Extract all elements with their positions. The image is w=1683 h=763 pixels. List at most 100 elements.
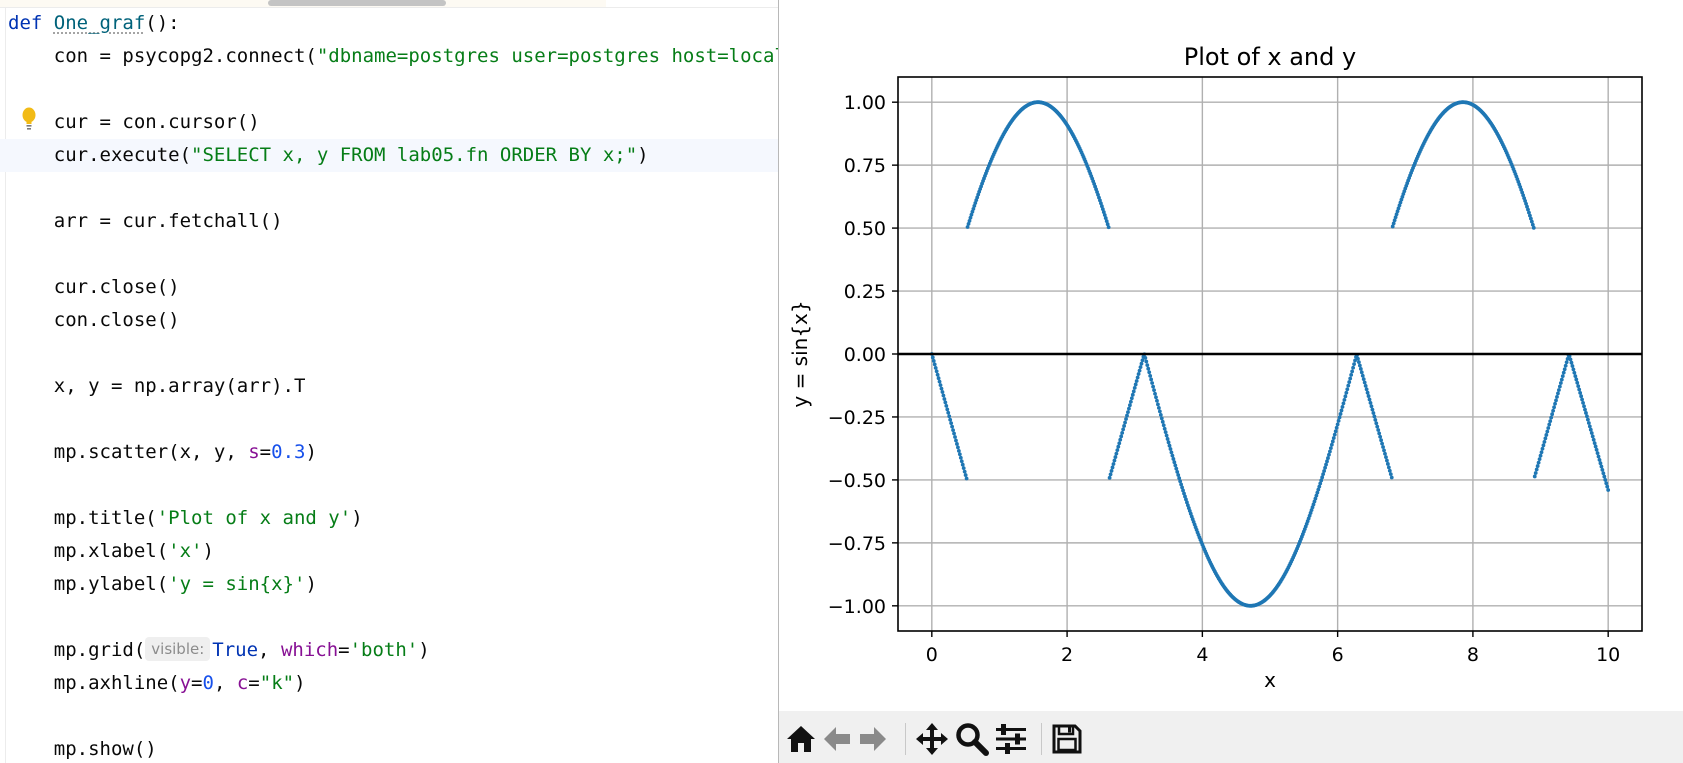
code-line[interactable] xyxy=(0,238,778,271)
pan-button[interactable] xyxy=(914,721,950,757)
scatter-point xyxy=(1587,424,1592,429)
code-line[interactable]: mp.title('Plot of x and y') xyxy=(0,502,778,535)
code-token: mp.axhline( xyxy=(8,672,180,694)
code-token: One_graf xyxy=(53,12,146,34)
scatter-point xyxy=(944,403,949,408)
code-token: = xyxy=(338,639,350,661)
scatter-point xyxy=(1365,390,1370,395)
x-tick-label: 4 xyxy=(1196,644,1208,666)
code-line[interactable]: cur.close() xyxy=(0,271,778,304)
scatter-point xyxy=(1339,408,1344,413)
scatter-point xyxy=(1381,445,1385,449)
code-line[interactable]: x, y = np.array(arr).T xyxy=(0,370,778,403)
scatter-point xyxy=(1183,494,1187,499)
code-token: con.close() xyxy=(8,309,180,331)
scatter-point xyxy=(1377,431,1382,436)
code-line[interactable]: def One_graf(): xyxy=(0,7,778,40)
code-token: ) xyxy=(305,441,317,463)
code-line[interactable]: mp.grid(visible: True, which='both') xyxy=(0,634,778,667)
lightbulb-icon[interactable] xyxy=(22,107,36,131)
scatter-point xyxy=(1588,427,1593,432)
zoom-button[interactable] xyxy=(954,721,990,757)
plot[interactable]: 0 2 4 6 8 10 −1.00 −0.75 −0.50 −0.25 0.00 0.25 0.50 0… xyxy=(779,0,1683,711)
scatter-point xyxy=(1127,406,1131,411)
code-line[interactable]: mp.scatter(x, y, s=0.3) xyxy=(0,436,778,469)
scatter-point xyxy=(1524,201,1528,206)
code-token: 'x' xyxy=(168,540,203,562)
scatter-point xyxy=(1586,421,1591,425)
scatter-point xyxy=(1364,387,1369,392)
scatter-point xyxy=(931,359,936,363)
save-button[interactable] xyxy=(1049,721,1085,757)
scatter-point xyxy=(1168,447,1173,451)
code-line[interactable]: con = psycopg2.connect("dbname=postgres … xyxy=(0,40,778,73)
scatter-point xyxy=(1574,377,1579,382)
code-line[interactable]: cur.execute("SELECT x, y FROM lab05.fn O… xyxy=(0,139,778,172)
code-line[interactable]: mp.xlabel('x') xyxy=(0,535,778,568)
scatter-point xyxy=(1393,215,1398,220)
code-line[interactable]: cur = con.cursor() xyxy=(0,106,778,139)
scatter-point xyxy=(1596,454,1601,459)
code-line[interactable] xyxy=(0,337,778,370)
scatter-point xyxy=(1116,444,1121,449)
code-line[interactable]: arr = cur.fetchall() xyxy=(0,205,778,238)
scatter-point xyxy=(1606,488,1611,492)
code-line[interactable]: mp.axhline(y=0, c="k") xyxy=(0,667,778,700)
code-line[interactable] xyxy=(0,73,778,106)
scatter-point xyxy=(1156,405,1161,410)
scatter-point xyxy=(1529,219,1534,224)
scrollbar-thumb[interactable] xyxy=(268,0,446,6)
scatter-point xyxy=(1531,225,1536,230)
scatter-point xyxy=(1163,430,1168,435)
scatter-point xyxy=(1530,222,1535,227)
code-line[interactable]: con.close() xyxy=(0,304,778,337)
scatter-point xyxy=(1562,367,1567,372)
scatter-point xyxy=(1392,218,1397,223)
back-button[interactable] xyxy=(819,721,855,757)
scatter-point xyxy=(1112,458,1117,463)
code-line[interactable] xyxy=(0,469,778,502)
code-line[interactable] xyxy=(0,172,778,205)
scatter-point xyxy=(1385,458,1389,463)
code-token: "k" xyxy=(259,672,295,694)
code-text: mp.ylabel('y = sin{x}') xyxy=(8,568,317,601)
scatter-point xyxy=(1571,367,1576,372)
scatter-point xyxy=(1332,432,1337,437)
scatter-point xyxy=(1158,412,1163,417)
code-line[interactable] xyxy=(0,403,778,436)
y-tick-label: −1.00 xyxy=(828,596,886,618)
scatter-point xyxy=(1124,417,1128,421)
code-token: "SELECT x, y FROM lab05.fn ORDER BY x;" xyxy=(191,144,638,166)
pane-divider[interactable] xyxy=(778,0,779,763)
scatter-point xyxy=(1565,356,1570,361)
code-line[interactable] xyxy=(0,700,778,733)
scatter-point xyxy=(1378,434,1383,439)
forward-arrow-icon xyxy=(860,727,886,751)
zoom-icon xyxy=(956,723,989,756)
scatter-point xyxy=(1133,382,1138,387)
forward-button[interactable] xyxy=(855,721,891,757)
code-line[interactable] xyxy=(0,601,778,634)
scatter-point xyxy=(957,452,962,457)
code-line[interactable]: mp.ylabel('y = sin{x}') xyxy=(0,568,778,601)
scatter-point xyxy=(1387,468,1392,473)
home-button[interactable] xyxy=(783,721,819,757)
scatter-point xyxy=(1344,390,1349,395)
y-tick-label: 0.25 xyxy=(844,281,886,303)
code-token: , xyxy=(213,672,237,694)
scatter-point xyxy=(1589,431,1594,435)
scatter-point xyxy=(1098,198,1102,203)
code-line[interactable]: mp.show() xyxy=(0,733,778,763)
code-editor[interactable]: def One_graf(): con = psycopg2.connect("… xyxy=(0,0,778,763)
scatter-point xyxy=(1359,370,1364,375)
scatter-point xyxy=(1185,500,1189,505)
scatter-point xyxy=(1585,414,1589,419)
scatter-point xyxy=(1320,475,1325,480)
scatter-point xyxy=(1103,216,1108,220)
scatter-point xyxy=(1599,464,1604,469)
configure-subplots-button[interactable] xyxy=(993,721,1029,757)
code-token: ) xyxy=(294,672,306,694)
horizontal-scrollbar[interactable] xyxy=(0,0,778,8)
scatter-point xyxy=(1382,448,1386,453)
scatter-point xyxy=(1310,505,1315,510)
